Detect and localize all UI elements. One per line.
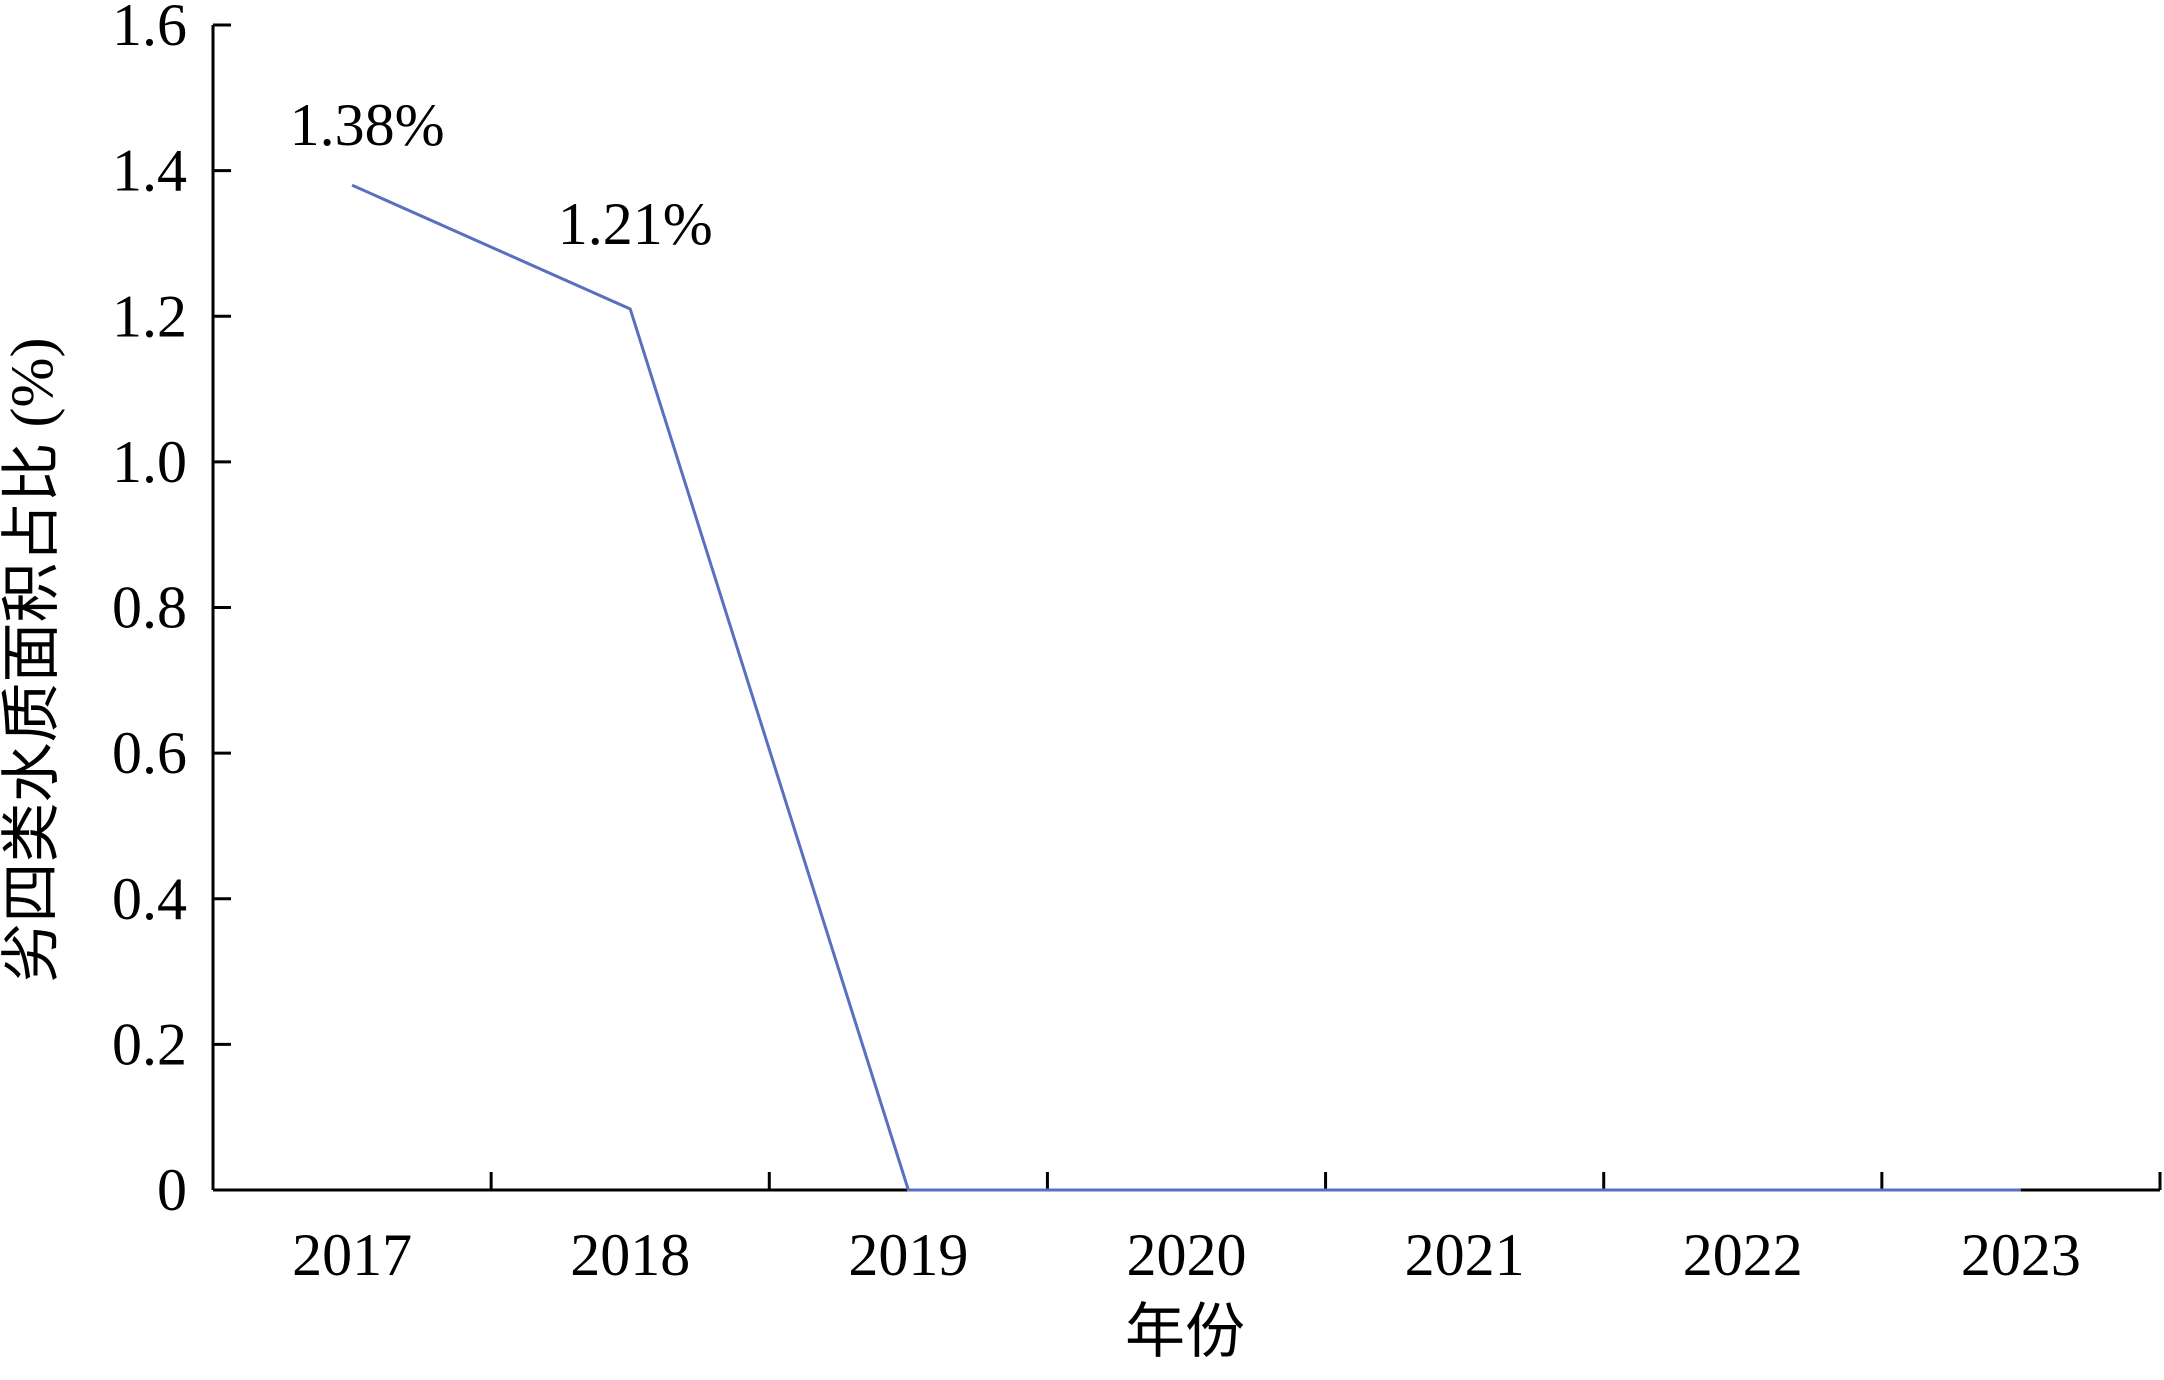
x-tick-label: 2021 (1405, 1222, 1525, 1288)
y-tick-label: 1.2 (112, 283, 187, 349)
y-axis-title: 劣四类水质面积占比 (%) (0, 338, 65, 983)
y-tick-label: 0 (157, 1157, 187, 1223)
series (351, 183, 2021, 1192)
y-tick-label: 0.8 (112, 575, 187, 641)
y-tick-label: 0.6 (112, 720, 187, 786)
x-tick-label: 2020 (1127, 1222, 1247, 1288)
x-tick-label: 2017 (292, 1222, 412, 1288)
x-tick-label: 2019 (848, 1222, 968, 1288)
y-tick-label: 0.4 (112, 866, 187, 932)
ticks: 0 0.2 0.4 0.6 0.8 1.0 1.2 1.4 1.6 2017 2018 2019 202… (112, 0, 2162, 1288)
data-label: 1.38% (290, 92, 445, 158)
axes (211, 25, 2160, 1192)
y-tick-label: 1.4 (112, 138, 187, 204)
x-tick-label: 2022 (1683, 1222, 1803, 1288)
y-tick-label: 1.0 (112, 429, 187, 495)
series-line (351, 183, 2021, 1192)
x-tick-label: 2023 (1961, 1222, 2081, 1288)
x-tick-label: 2018 (570, 1222, 690, 1288)
data-label: 1.21% (558, 191, 713, 257)
y-tick-label: 1.6 (112, 0, 187, 58)
x-axis-title: 年份 (1125, 1299, 1245, 1365)
y-tick-label: 0.2 (112, 1011, 187, 1077)
data-labels: 1.38% 1.21% (290, 92, 713, 257)
